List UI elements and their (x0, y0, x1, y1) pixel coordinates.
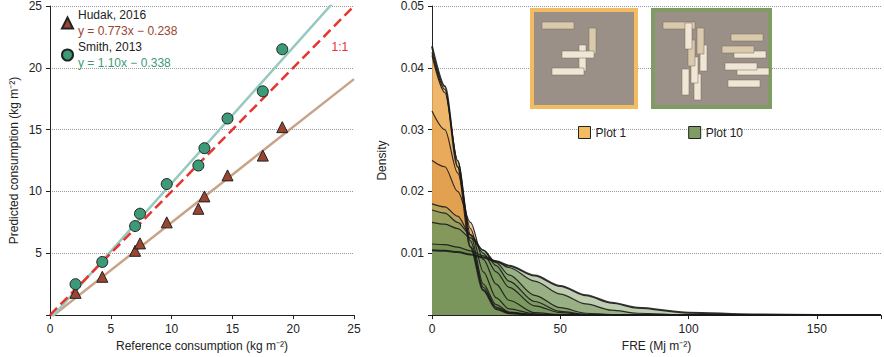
svg-text:FRE (Mj m⁻²): FRE (Mj m⁻²) (622, 339, 691, 353)
svg-text:0.05: 0.05 (401, 0, 425, 13)
svg-text:0.02: 0.02 (401, 184, 425, 198)
svg-text:Predicted consumption (kg m⁻²): Predicted consumption (kg m⁻²) (7, 77, 21, 244)
svg-text:0.03: 0.03 (401, 123, 425, 137)
svg-text:Reference consumption (kg m⁻²): Reference consumption (kg m⁻²) (116, 339, 288, 353)
svg-text:Smith, 2013: Smith, 2013 (78, 40, 142, 54)
svg-text:25: 25 (29, 0, 43, 13)
svg-text:20: 20 (29, 61, 43, 75)
svg-text:5: 5 (35, 246, 42, 260)
svg-text:0.04: 0.04 (401, 61, 425, 75)
svg-text:Plot 10: Plot 10 (706, 126, 744, 140)
svg-text:10: 10 (165, 322, 179, 336)
svg-text:y = 1.10x − 0.338: y = 1.10x − 0.338 (78, 56, 171, 70)
svg-text:y = 0.773x − 0.238: y = 0.773x − 0.238 (78, 24, 178, 38)
svg-text:15: 15 (226, 322, 240, 336)
svg-text:20: 20 (287, 322, 301, 336)
svg-text:150: 150 (807, 322, 827, 336)
svg-text:15: 15 (29, 123, 43, 137)
svg-text:0: 0 (429, 322, 436, 336)
svg-text:1:1: 1:1 (332, 40, 349, 54)
svg-text:50: 50 (554, 322, 568, 336)
svg-text:5: 5 (107, 322, 114, 336)
svg-text:0.01: 0.01 (401, 246, 425, 260)
svg-text:25: 25 (347, 322, 361, 336)
svg-text:Hudak, 2016: Hudak, 2016 (78, 8, 146, 22)
svg-text:Density: Density (375, 141, 389, 181)
svg-text:0: 0 (47, 322, 54, 336)
svg-text:Plot 1: Plot 1 (596, 126, 627, 140)
svg-text:100: 100 (679, 322, 699, 336)
svg-text:10: 10 (29, 184, 43, 198)
